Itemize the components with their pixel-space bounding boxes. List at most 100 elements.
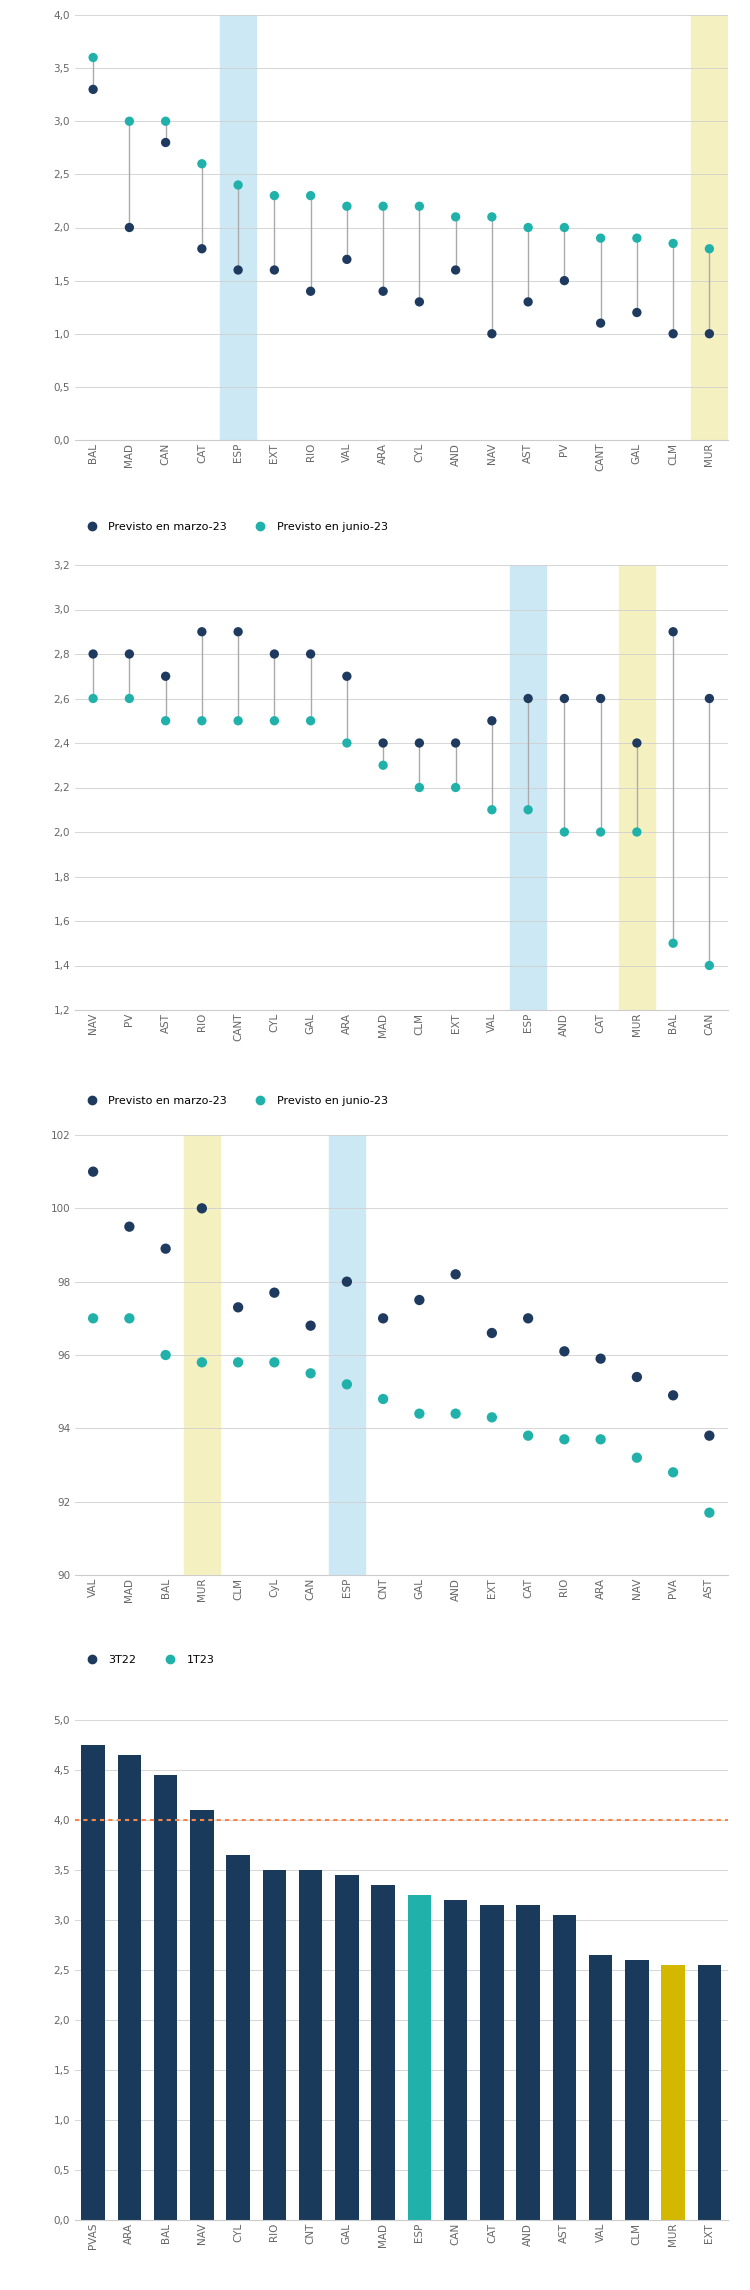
Point — [160, 703, 172, 740]
Bar — [184, 1136, 220, 1576]
Point — [87, 1154, 99, 1191]
Point — [196, 1191, 208, 1227]
Point — [377, 1301, 389, 1337]
Point — [631, 813, 643, 850]
Point — [668, 614, 680, 650]
Point — [449, 769, 461, 806]
Point — [704, 680, 716, 717]
Point — [522, 1418, 534, 1454]
Point — [631, 220, 643, 256]
Bar — [335, 1876, 358, 2219]
Point — [268, 703, 280, 740]
Point — [123, 637, 135, 673]
Bar — [625, 1960, 649, 2219]
Bar — [662, 1965, 685, 2219]
Point — [413, 769, 425, 806]
Point — [232, 1344, 244, 1381]
Point — [668, 316, 680, 353]
Bar — [698, 1965, 721, 2219]
Point — [704, 316, 716, 353]
Point — [449, 199, 461, 236]
Point — [704, 1495, 716, 1532]
Point — [631, 1440, 643, 1477]
Point — [668, 925, 680, 962]
Bar — [371, 1885, 395, 2219]
Legend: 3T22, 1T23: 3T22, 1T23 — [80, 1656, 214, 1665]
Point — [123, 103, 135, 140]
Bar — [190, 1809, 214, 2219]
Point — [377, 188, 389, 224]
Point — [631, 293, 643, 330]
Point — [668, 224, 680, 261]
Point — [196, 231, 208, 268]
Bar — [81, 1745, 105, 2219]
Point — [522, 284, 534, 321]
Point — [304, 637, 316, 673]
Bar — [480, 1905, 504, 2219]
Point — [377, 273, 389, 309]
Point — [486, 199, 498, 236]
Point — [595, 1340, 607, 1376]
Point — [160, 1230, 172, 1266]
Point — [87, 71, 99, 108]
Point — [558, 680, 570, 717]
Point — [377, 724, 389, 760]
Point — [704, 1418, 716, 1454]
Point — [558, 263, 570, 300]
Point — [123, 1209, 135, 1246]
Point — [486, 1314, 498, 1351]
Point — [123, 1301, 135, 1337]
Point — [232, 614, 244, 650]
Bar — [516, 1905, 540, 2219]
Point — [522, 1301, 534, 1337]
Point — [268, 176, 280, 213]
Point — [196, 614, 208, 650]
Point — [631, 724, 643, 760]
Bar — [407, 1896, 431, 2219]
Bar — [692, 16, 728, 440]
Point — [413, 188, 425, 224]
Point — [232, 252, 244, 289]
Point — [87, 637, 99, 673]
Point — [304, 273, 316, 309]
Point — [232, 703, 244, 740]
Point — [595, 813, 607, 850]
Point — [340, 724, 352, 760]
Point — [558, 1333, 570, 1369]
Point — [160, 657, 172, 694]
Point — [595, 680, 607, 717]
Point — [87, 680, 99, 717]
Point — [87, 39, 99, 76]
Point — [87, 1301, 99, 1337]
Point — [522, 680, 534, 717]
Bar — [154, 1775, 178, 2219]
Point — [522, 792, 534, 829]
Point — [558, 208, 570, 245]
Point — [304, 1308, 316, 1344]
Point — [704, 948, 716, 985]
Point — [340, 1367, 352, 1404]
Point — [160, 103, 172, 140]
Point — [486, 316, 498, 353]
Point — [304, 1356, 316, 1392]
Point — [268, 1344, 280, 1381]
Bar — [226, 1855, 250, 2219]
Bar — [619, 566, 655, 1010]
Point — [232, 1289, 244, 1326]
Point — [268, 1273, 280, 1310]
Point — [486, 703, 498, 740]
Point — [413, 1282, 425, 1319]
Point — [304, 176, 316, 213]
Point — [413, 1395, 425, 1431]
Point — [123, 680, 135, 717]
Bar — [328, 1136, 365, 1576]
Bar — [444, 1901, 467, 2219]
Bar — [510, 566, 546, 1010]
Point — [449, 1395, 461, 1431]
Point — [558, 1422, 570, 1459]
Point — [340, 657, 352, 694]
Point — [595, 305, 607, 341]
Point — [340, 188, 352, 224]
Point — [413, 284, 425, 321]
Point — [413, 724, 425, 760]
